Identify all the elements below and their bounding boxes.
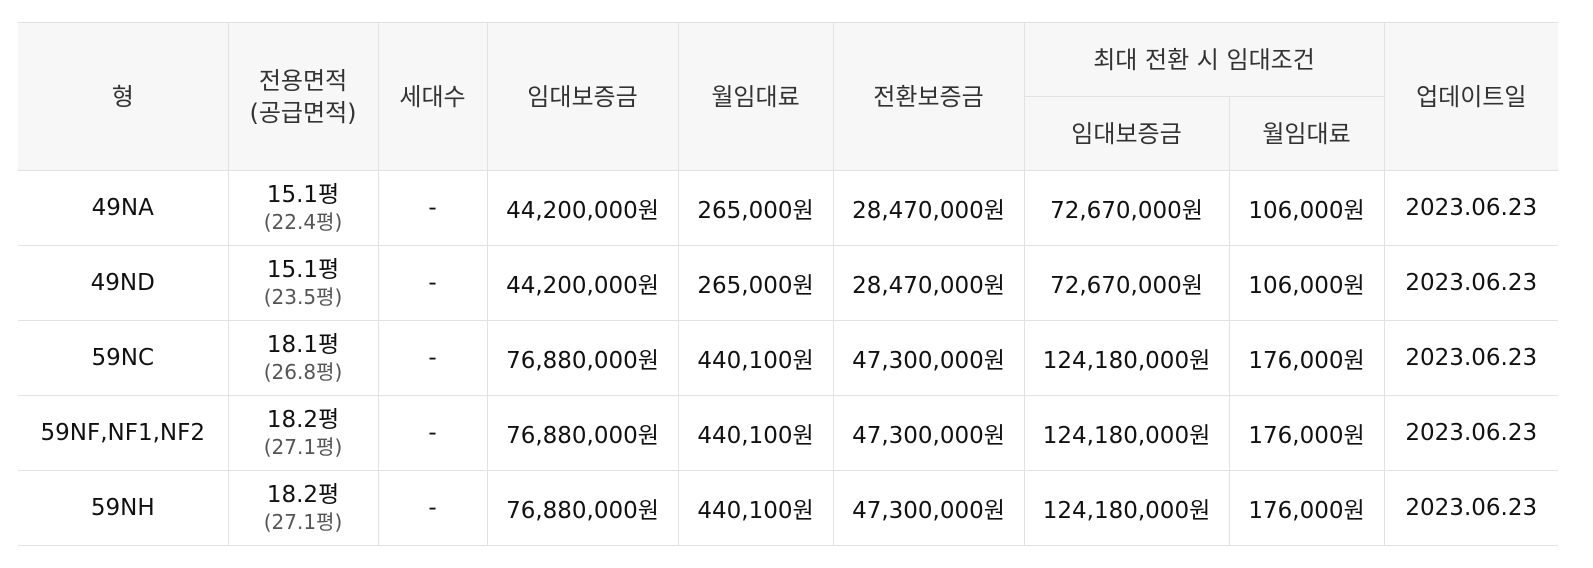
header-updated: 업데이트일 bbox=[1383, 22, 1559, 171]
cell-conversion: 47,300,000원 bbox=[832, 320, 1025, 396]
cell-max-deposit: 124,180,000원 bbox=[1023, 470, 1230, 546]
cell-area-exclusive: 18.2평 bbox=[266, 407, 340, 433]
header-monthly-rent: 월임대료 bbox=[677, 22, 834, 171]
rental-conditions-table-container: 형 전용면적 (공급면적) 세대수 임대보증금 월임대료 전환보증금 최대 전환… bbox=[18, 22, 1559, 546]
cell-rent: 265,000원 bbox=[677, 170, 834, 246]
cell-updated: 2023.06.23 bbox=[1383, 245, 1559, 321]
cell-deposit: 44,200,000원 bbox=[486, 170, 679, 246]
cell-type: 59NH bbox=[18, 470, 229, 546]
cell-deposit: 76,880,000원 bbox=[486, 320, 679, 396]
cell-max-deposit: 72,670,000원 bbox=[1023, 170, 1230, 246]
cell-updated: 2023.06.23 bbox=[1383, 320, 1559, 396]
header-area-exclusive: 전용면적 bbox=[258, 66, 348, 95]
cell-deposit: 76,880,000원 bbox=[486, 470, 679, 546]
table-body: 49NA 15.1평 (22.4평) - 44,200,000원 265,000원… bbox=[18, 170, 1559, 546]
cell-area-exclusive: 15.1평 bbox=[266, 257, 340, 283]
cell-area: 18.2평 (27.1평) bbox=[227, 470, 379, 546]
cell-max-rent: 106,000원 bbox=[1228, 245, 1385, 321]
cell-households: - bbox=[377, 245, 488, 321]
cell-max-deposit: 124,180,000원 bbox=[1023, 395, 1230, 471]
cell-updated: 2023.06.23 bbox=[1383, 470, 1559, 546]
header-max-deposit: 임대보증금 bbox=[1024, 96, 1230, 171]
cell-area-exclusive: 15.1평 bbox=[266, 182, 340, 208]
cell-area: 15.1평 (22.4평) bbox=[227, 170, 379, 246]
cell-rent: 440,100원 bbox=[677, 470, 834, 546]
cell-rent: 440,100원 bbox=[677, 320, 834, 396]
cell-max-rent: 176,000원 bbox=[1228, 470, 1385, 546]
header-max-rent: 월임대료 bbox=[1228, 96, 1385, 171]
header-area: 전용면적 (공급면적) bbox=[227, 22, 379, 171]
cell-max-rent: 176,000원 bbox=[1228, 320, 1385, 396]
cell-conversion: 28,470,000원 bbox=[832, 245, 1025, 321]
table-row: 59NH 18.2평 (27.1평) - 76,880,000원 440,100원… bbox=[18, 470, 1559, 546]
cell-area-exclusive: 18.2평 bbox=[266, 482, 340, 508]
cell-updated: 2023.06.23 bbox=[1383, 170, 1559, 246]
cell-conversion: 28,470,000원 bbox=[832, 170, 1025, 246]
cell-type: 59NF,NF1,NF2 bbox=[18, 395, 229, 471]
cell-max-rent: 106,000원 bbox=[1228, 170, 1385, 246]
cell-households: - bbox=[377, 320, 488, 396]
header-max-conversion: 최대 전환 시 임대조건 bbox=[1023, 22, 1385, 97]
cell-area-supply: (27.1평) bbox=[263, 435, 343, 459]
header-area-supply: (공급면적) bbox=[249, 98, 357, 127]
table-row: 59NC 18.1평 (26.8평) - 76,880,000원 440,100원… bbox=[18, 320, 1559, 396]
cell-area-supply: (26.8평) bbox=[263, 360, 343, 384]
cell-area-exclusive: 18.1평 bbox=[266, 332, 340, 358]
cell-households: - bbox=[377, 395, 488, 471]
cell-type: 49NA bbox=[18, 170, 229, 246]
cell-deposit: 44,200,000원 bbox=[486, 245, 679, 321]
header-deposit: 임대보증금 bbox=[486, 22, 679, 171]
cell-conversion: 47,300,000원 bbox=[832, 395, 1025, 471]
cell-max-rent: 176,000원 bbox=[1228, 395, 1385, 471]
cell-area-supply: (23.5평) bbox=[263, 285, 343, 309]
cell-rent: 440,100원 bbox=[677, 395, 834, 471]
cell-deposit: 76,880,000원 bbox=[486, 395, 679, 471]
cell-updated: 2023.06.23 bbox=[1383, 395, 1559, 471]
cell-area: 18.2평 (27.1평) bbox=[227, 395, 379, 471]
rental-conditions-table: 형 전용면적 (공급면적) 세대수 임대보증금 월임대료 전환보증금 최대 전환… bbox=[18, 22, 1559, 546]
table-row: 49NA 15.1평 (22.4평) - 44,200,000원 265,000원… bbox=[18, 170, 1559, 246]
cell-area-supply: (22.4평) bbox=[263, 210, 343, 234]
cell-households: - bbox=[377, 470, 488, 546]
cell-conversion: 47,300,000원 bbox=[832, 470, 1025, 546]
cell-type: 59NC bbox=[18, 320, 229, 396]
table-header: 형 전용면적 (공급면적) 세대수 임대보증금 월임대료 전환보증금 최대 전환… bbox=[18, 22, 1559, 171]
cell-area: 15.1평 (23.5평) bbox=[227, 245, 379, 321]
table-row: 59NF,NF1,NF2 18.2평 (27.1평) - 76,880,000원 … bbox=[18, 395, 1559, 471]
cell-type: 49ND bbox=[18, 245, 229, 321]
header-type: 형 bbox=[18, 22, 229, 171]
table-row: 49ND 15.1평 (23.5평) - 44,200,000원 265,000원… bbox=[18, 245, 1559, 321]
cell-max-deposit: 72,670,000원 bbox=[1023, 245, 1230, 321]
cell-max-deposit: 124,180,000원 bbox=[1023, 320, 1230, 396]
cell-households: - bbox=[377, 170, 488, 246]
cell-area: 18.1평 (26.8평) bbox=[227, 320, 379, 396]
cell-area-supply: (27.1평) bbox=[263, 510, 343, 534]
header-conversion-deposit: 전환보증금 bbox=[832, 22, 1025, 171]
cell-rent: 265,000원 bbox=[677, 245, 834, 321]
header-households: 세대수 bbox=[377, 22, 488, 171]
